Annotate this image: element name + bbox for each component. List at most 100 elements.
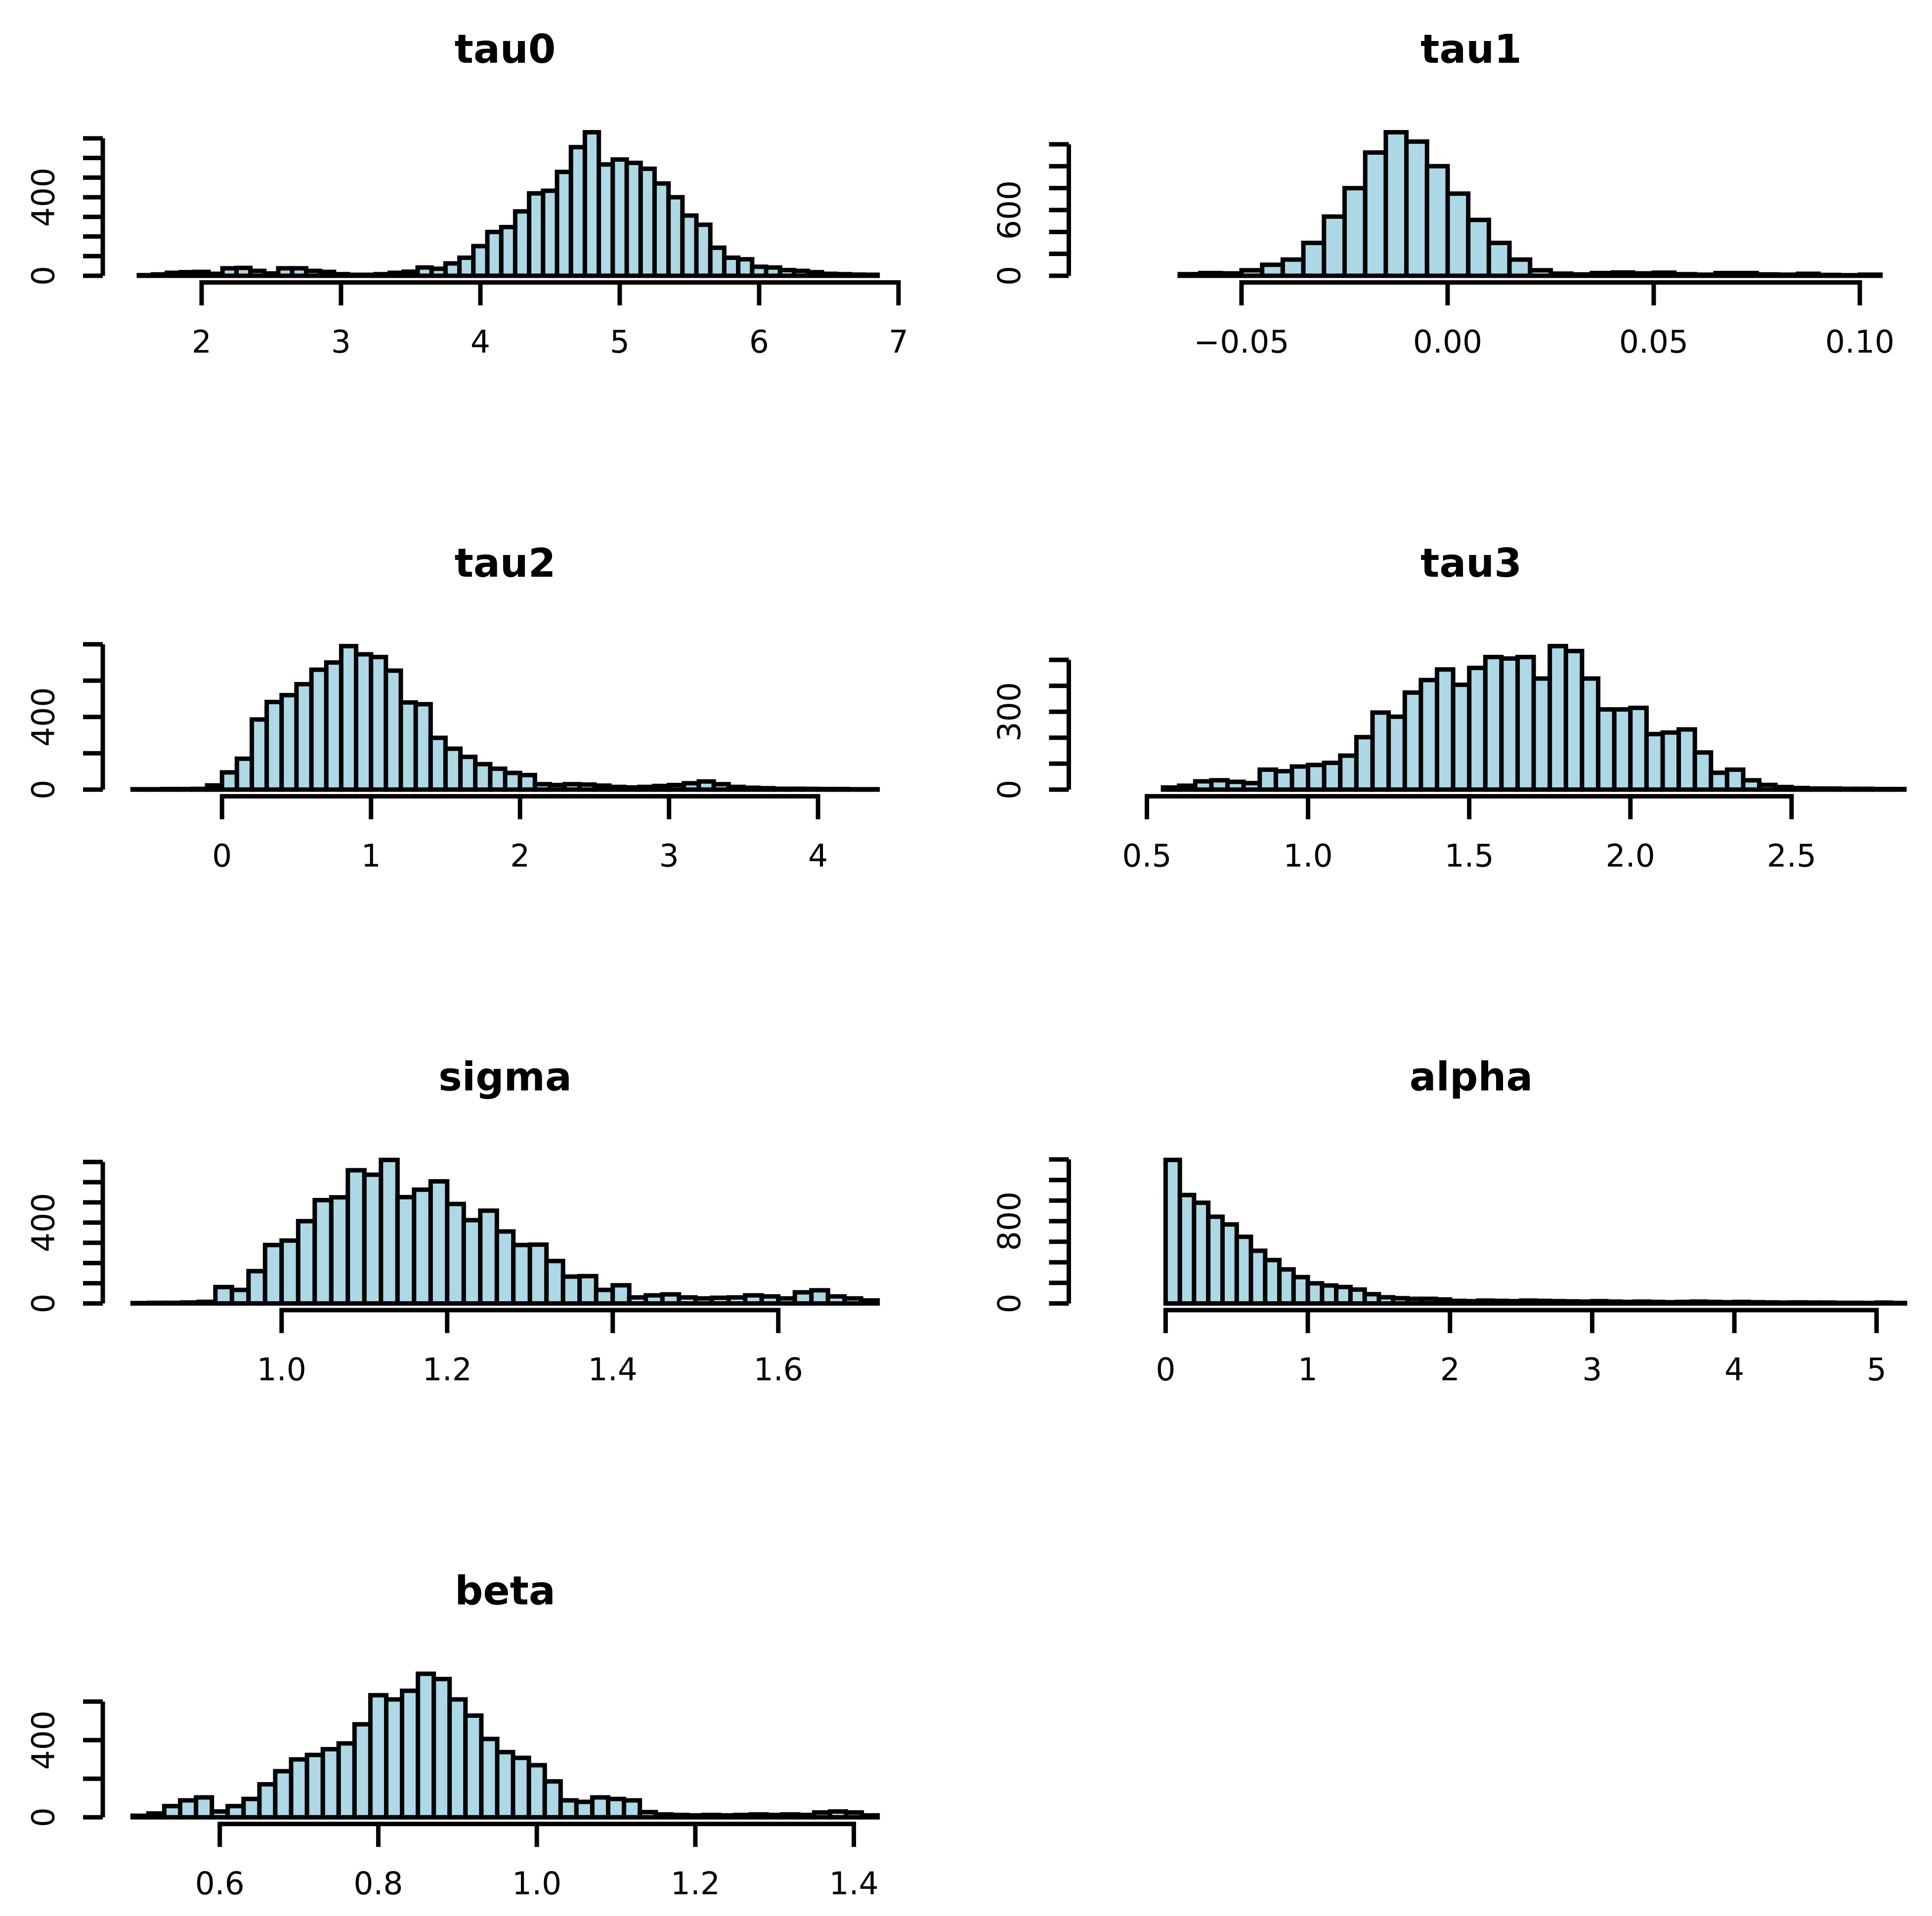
histogram-bar — [1163, 1157, 1182, 1306]
histogram-bar — [1225, 779, 1246, 792]
histogram-bar — [1563, 648, 1585, 792]
histogram-bar — [1466, 217, 1491, 278]
histogram-bar — [544, 1259, 565, 1306]
histogram-bar — [1886, 787, 1907, 792]
y-tick-label: 0 — [26, 780, 62, 800]
histogram-bar — [1692, 750, 1714, 792]
panel-alpha: alpha 0 800 0 1 2 3 4 5 — [991, 1054, 1907, 1388]
histogram-bar — [622, 785, 642, 792]
histogram-bar — [1322, 214, 1347, 278]
histogram-bar — [1507, 257, 1533, 278]
histogram-bar — [1322, 761, 1343, 792]
y-axis-beta: 0 400 — [26, 1699, 105, 1827]
histogram-bar — [478, 1208, 499, 1306]
histogram-bar — [1260, 262, 1285, 278]
histogram-bar — [362, 1172, 384, 1306]
histogram-bar — [431, 1676, 452, 1820]
histogram-bar — [1306, 763, 1327, 792]
histogram-bar — [1192, 1200, 1211, 1306]
histogram-bar — [1467, 665, 1488, 792]
histogram-bar — [1660, 730, 1681, 792]
histogram-bar — [1755, 272, 1780, 278]
histogram-bar — [741, 785, 761, 792]
histogram-bar — [384, 668, 403, 792]
histogram-bar — [1528, 268, 1553, 278]
histogram-bar — [130, 787, 150, 792]
x-axis-beta: 0.6 0.8 1.0 1.2 1.4 — [195, 1822, 879, 1902]
panel-tau1: tau1 0 600 −0.05 0.00 0.05 0.10 — [991, 26, 1894, 360]
y-axis-tau0: 0 400 — [26, 136, 105, 286]
x-tick-label: 1.5 — [1445, 838, 1494, 874]
histogram-bar — [458, 755, 478, 792]
histogram-bar — [225, 1804, 246, 1820]
x-tick-label: 5 — [1867, 1352, 1887, 1388]
title-beta: beta — [455, 1568, 556, 1614]
histogram-bar — [701, 1813, 722, 1820]
histogram-bar — [726, 1295, 748, 1306]
histogram-bar — [213, 1284, 234, 1306]
histogram-bar — [1569, 272, 1594, 278]
histogram-bar — [796, 1813, 816, 1820]
histogram-bar — [1837, 273, 1862, 278]
histogram-bar — [1547, 643, 1568, 792]
histogram-bar — [693, 1296, 715, 1306]
histogram-bar — [190, 786, 210, 792]
histogram-bar — [205, 783, 224, 792]
histogram-bar — [248, 268, 267, 278]
bars-beta — [130, 1671, 880, 1820]
histogram-bar — [463, 1713, 484, 1820]
histogram-bar — [1805, 786, 1826, 792]
histogram-bar — [1734, 271, 1759, 278]
histogram-bar — [517, 772, 537, 792]
histogram-bar — [447, 1697, 468, 1820]
histogram-bar — [638, 167, 657, 278]
histogram-bar — [196, 1299, 218, 1306]
histogram-bar — [1280, 257, 1306, 278]
histogram-bar — [324, 660, 343, 792]
panel-beta: beta 0 400 0.6 0.8 1.0 1.2 1.4 — [26, 1568, 880, 1902]
histogram-bar — [1692, 272, 1718, 278]
histogram-bar — [1177, 1192, 1197, 1306]
histogram-bar — [1870, 787, 1890, 792]
histogram-bar — [241, 1796, 262, 1820]
histogram-bar — [296, 1219, 317, 1306]
histogram-bar — [764, 1813, 785, 1820]
histogram-bar — [1445, 191, 1471, 278]
histogram-bar — [279, 693, 299, 792]
x-axis-tau3: 0.5 1.0 1.5 2.0 2.5 — [1122, 794, 1816, 874]
histogram-bar — [1234, 1235, 1253, 1306]
histogram-bar — [1713, 271, 1739, 278]
histogram-bar — [1628, 705, 1649, 792]
histogram-bar — [1206, 1214, 1225, 1306]
histogram-bar — [495, 1749, 515, 1820]
x-tick-label: 3 — [659, 838, 679, 874]
histogram-bar — [677, 1295, 698, 1306]
histogram-bar — [610, 1283, 632, 1306]
histogram-bar — [859, 1813, 880, 1820]
histogram-bar — [577, 1274, 599, 1306]
y-tick-label: 0 — [991, 1293, 1028, 1313]
histogram-bar — [748, 1812, 769, 1820]
x-tick-label: 2 — [192, 324, 212, 360]
x-tick-label: 0.6 — [195, 1866, 245, 1902]
histogram-bar — [624, 161, 643, 278]
histogram-bar — [1821, 786, 1843, 792]
histogram-bar — [1796, 271, 1821, 278]
histogram-bar — [574, 1799, 595, 1820]
histogram-bar — [304, 1752, 325, 1820]
title-alpha: alpha — [1410, 1054, 1533, 1100]
histogram-bar — [1676, 727, 1697, 792]
histogram-bar — [1370, 710, 1391, 792]
x-axis-tau2: 0 1 2 3 4 — [212, 794, 828, 874]
histogram-bar — [1334, 1284, 1353, 1306]
panel-tau3: tau3 0 300 0.5 1.0 1.5 2.0 2.5 — [991, 540, 1907, 874]
histogram-bar — [764, 265, 782, 278]
histogram-bar — [279, 1238, 301, 1306]
histogram-bar — [1548, 271, 1574, 278]
title-sigma: sigma — [438, 1054, 572, 1100]
histogram-bar — [711, 782, 731, 792]
histogram-bar — [1257, 767, 1278, 792]
histogram-bar — [1672, 272, 1697, 278]
y-tick-label: 400 — [26, 1193, 62, 1252]
histogram-bar — [842, 1296, 863, 1306]
